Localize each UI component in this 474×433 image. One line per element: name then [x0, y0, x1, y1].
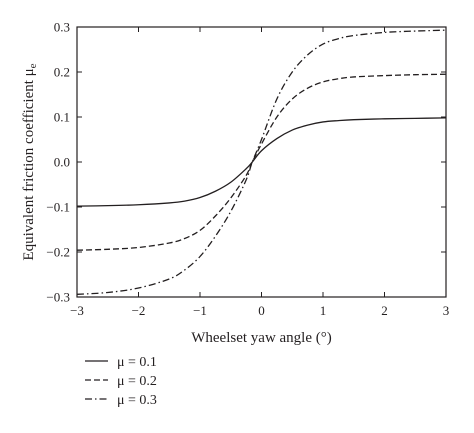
y-tick-label: 0.1: [54, 110, 70, 125]
series-line-1: [76, 117, 447, 207]
y-axis-label-main: Equivalent friction coefficient μ: [21, 68, 37, 260]
x-tick-label: −3: [70, 303, 84, 318]
legend-label-2: μ = 0.2: [117, 374, 157, 389]
x-tick-label: 2: [381, 303, 388, 318]
y-tick-label: −0.1: [46, 200, 70, 215]
axis-ticks: −3 −2 −1 0 1 2 3 −0.3 −0.2 −0.1 0.0 0.1 0.2 0.3: [46, 20, 449, 319]
legend-label-3: μ = 0.3: [117, 393, 157, 408]
x-axis-label: Wheelset yaw angle (°): [191, 330, 332, 346]
y-tick-label: 0.2: [54, 65, 70, 80]
x-tick-label: −1: [193, 303, 207, 318]
series-line-2: [76, 73, 447, 251]
x-tick-label: −2: [132, 303, 146, 318]
y-tick-label: 0.3: [54, 20, 70, 35]
x-tick-label: 0: [258, 303, 265, 318]
x-tick-label: 3: [443, 303, 450, 318]
y-tick-label: −0.3: [46, 290, 70, 305]
series-lines: [76, 29, 447, 295]
y-tick-label: 0.0: [54, 155, 70, 170]
legend-label-1: μ = 0.1: [117, 355, 157, 370]
series-line-3: [76, 29, 447, 295]
y-axis-label: Equivalent friction coefficient μe: [21, 63, 39, 260]
y-tick-label: −0.2: [46, 245, 70, 260]
legend: μ = 0.1 μ = 0.2 μ = 0.3: [85, 355, 157, 408]
plot-frame: [76, 26, 447, 298]
x-tick-label: 1: [320, 303, 327, 318]
y-axis-label-subscript: e: [27, 63, 39, 68]
